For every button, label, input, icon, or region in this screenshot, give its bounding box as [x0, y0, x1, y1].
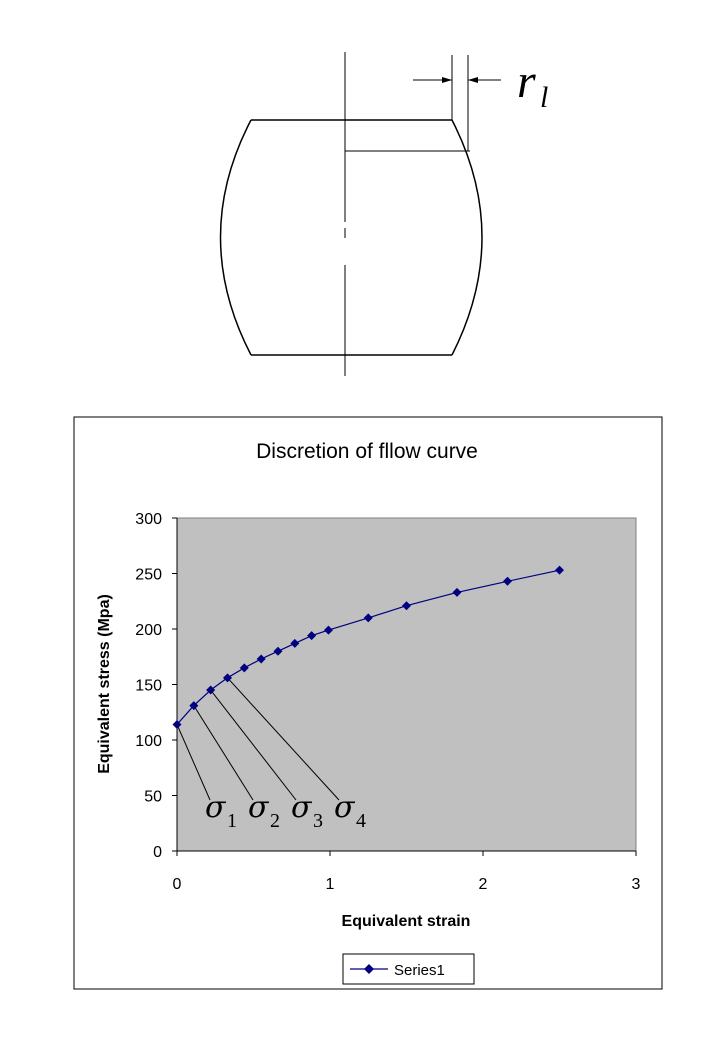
y-tick-label: 0 [153, 844, 162, 861]
sigma-symbol: σ [291, 790, 313, 825]
sigma-leader-line [210, 689, 297, 801]
y-axis-ticks: 0 50 100 150 200 250 300 [135, 511, 177, 861]
y-tick-label: 50 [144, 789, 162, 806]
series-layer [172, 565, 564, 729]
y-axis-label: Equivalent stress (Mpa) [96, 594, 113, 774]
data-point-marker [206, 685, 216, 695]
data-point-marker [172, 719, 182, 729]
legend-marker [364, 964, 374, 974]
data-point-marker [256, 654, 266, 664]
y-tick-label: 250 [135, 567, 162, 584]
specimen-right-bulge [451, 119, 483, 356]
data-point-marker [452, 587, 462, 597]
data-point-marker [189, 701, 199, 711]
sigma-symbol: σ [248, 790, 270, 825]
legend-series-name: Series1 [394, 962, 445, 979]
data-point-marker [555, 565, 564, 575]
x-tick-label: 3 [632, 876, 641, 893]
sigma-leader-line [176, 724, 211, 801]
data-point-marker [222, 673, 232, 683]
sigma-subscript: 1 [227, 810, 237, 832]
y-tick-label: 100 [135, 733, 162, 750]
data-point-marker [402, 601, 411, 611]
data-point-marker [323, 625, 333, 635]
x-tick-label: 2 [479, 876, 488, 893]
data-point-marker [502, 576, 512, 586]
chart-title: Discretion of fllow curve [256, 440, 478, 463]
sigma-leader-line [193, 705, 254, 801]
data-point-marker [239, 663, 249, 673]
data-point-marker [290, 638, 300, 648]
y-tick-label: 150 [135, 678, 162, 695]
data-point-marker [363, 613, 373, 623]
x-axis-label: Equivalent strain [342, 913, 471, 930]
sigma-leader-lines [176, 677, 340, 801]
plot-area [176, 517, 637, 852]
specimen-left-bulge [219, 119, 252, 356]
x-axis-ticks: 0 1 2 3 [173, 851, 641, 893]
sigma-symbol: σ [334, 790, 356, 825]
sigma-leader-line [227, 677, 340, 801]
y-tick-label: 200 [135, 622, 162, 639]
barrel-specimen-diagram [219, 52, 501, 376]
sigma-subscript: 4 [356, 810, 366, 832]
dimension-arrow-left [442, 77, 452, 83]
sigma-symbol: σ [205, 790, 227, 825]
data-point-marker [307, 631, 317, 641]
dimension-arrow-right [468, 77, 478, 83]
dimension-label-subscript: l [540, 81, 548, 114]
dimension-label-r: r [517, 55, 536, 108]
x-tick-label: 1 [326, 876, 335, 893]
sigma-subscript: 3 [313, 810, 323, 832]
x-tick-label: 0 [173, 876, 182, 893]
legend: Series1 [342, 953, 475, 985]
y-tick-label: 300 [135, 511, 162, 528]
data-point-marker [273, 646, 283, 656]
sigma-subscript: 2 [270, 810, 280, 832]
